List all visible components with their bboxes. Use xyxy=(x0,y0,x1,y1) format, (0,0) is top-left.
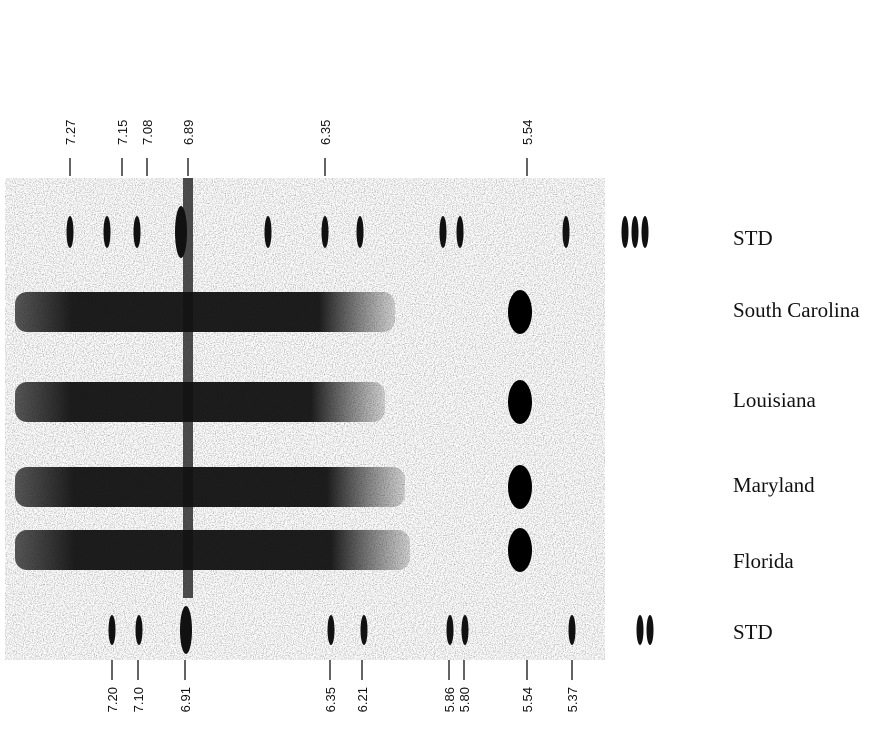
std-band xyxy=(646,615,654,645)
std-band xyxy=(133,216,141,248)
std-band xyxy=(103,216,111,248)
bottom-marker-label: 6.35 xyxy=(323,687,338,712)
lane-label: STD xyxy=(733,226,773,250)
std-band xyxy=(461,615,469,645)
top-marker-label: 6.35 xyxy=(318,120,333,145)
spot xyxy=(508,528,532,572)
std-band xyxy=(135,615,143,645)
std-band xyxy=(636,615,644,645)
top-marker-label: 7.08 xyxy=(140,120,155,145)
std-band xyxy=(321,216,329,248)
spot xyxy=(508,290,532,334)
bottom-marker-label: 6.91 xyxy=(178,687,193,712)
bands xyxy=(15,206,654,654)
lane-label: South Carolina xyxy=(733,298,860,322)
top-marker-label: 7.15 xyxy=(115,120,130,145)
std-band xyxy=(175,206,187,258)
bottom-marker-label: 7.10 xyxy=(131,687,146,712)
lane-smear xyxy=(15,530,410,570)
std-band xyxy=(641,216,649,248)
std-band xyxy=(356,216,364,248)
std-band xyxy=(108,615,116,645)
spot xyxy=(508,465,532,509)
lane-label: Maryland xyxy=(733,473,815,497)
spot xyxy=(508,380,532,424)
bottom-marker-label: 5.80 xyxy=(457,687,472,712)
std-band xyxy=(264,216,272,248)
std-band xyxy=(360,615,368,645)
std-band xyxy=(439,216,447,248)
std-band xyxy=(180,606,192,654)
lane-label: Louisiana xyxy=(733,388,816,412)
std-band xyxy=(568,615,576,645)
lane-smear xyxy=(15,292,395,332)
std-band xyxy=(621,216,629,248)
lane-label: STD xyxy=(733,620,773,644)
lane-smear xyxy=(15,467,405,507)
std-band xyxy=(456,216,464,248)
bottom-marker-label: 5.54 xyxy=(520,687,535,712)
bottom-marker-label: 6.21 xyxy=(355,687,370,712)
top-marker-label: 7.27 xyxy=(63,120,78,145)
std-band xyxy=(631,216,639,248)
std-band xyxy=(446,615,454,645)
top-marker-label: 5.54 xyxy=(520,120,535,145)
std-band xyxy=(327,615,335,645)
bottom-marker-label: 7.20 xyxy=(105,687,120,712)
bottom-marker-label: 5.37 xyxy=(565,687,580,712)
std-band xyxy=(66,216,74,248)
bottom-marker-label: 5.86 xyxy=(442,687,457,712)
std-band xyxy=(562,216,570,248)
lane-label: Florida xyxy=(733,549,794,573)
top-marker-label: 6.89 xyxy=(181,120,196,145)
lane-smear xyxy=(15,382,385,422)
